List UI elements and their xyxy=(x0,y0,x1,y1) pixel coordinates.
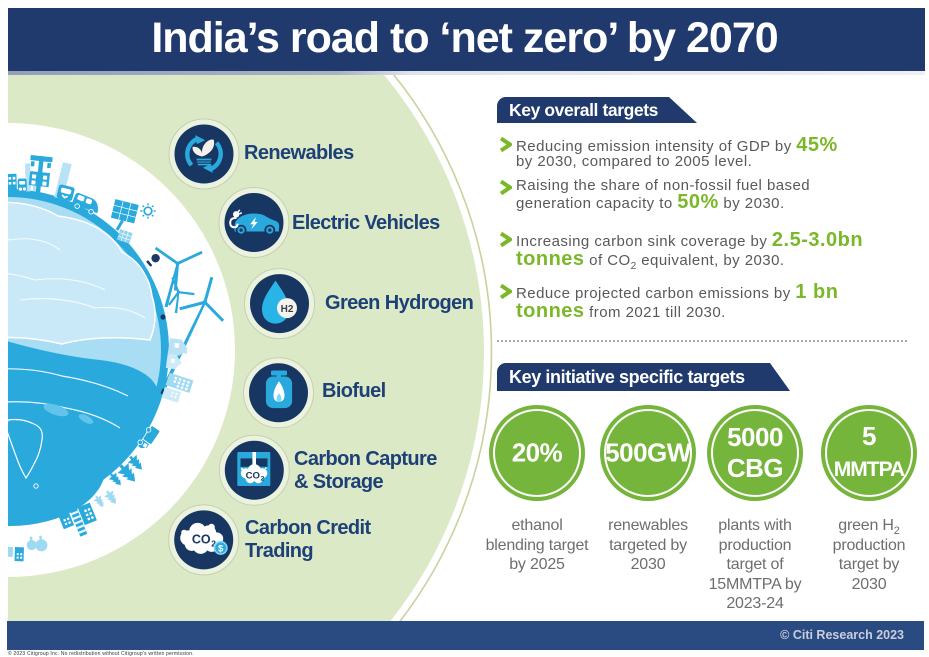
svg-text:H2: H2 xyxy=(281,304,294,315)
svg-text:$: $ xyxy=(218,543,224,554)
svg-text:CO: CO xyxy=(246,471,261,482)
svg-text:2: 2 xyxy=(211,538,216,548)
svg-text:CO: CO xyxy=(192,533,211,547)
svg-text:2: 2 xyxy=(261,476,265,483)
